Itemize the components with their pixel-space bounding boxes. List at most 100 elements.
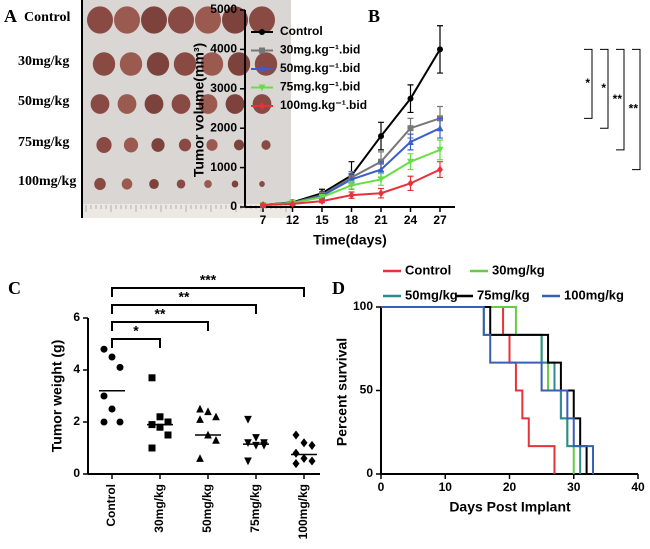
legend-label: 75mg/kg — [477, 287, 530, 302]
significance-bracket — [584, 48, 593, 119]
significance-bracket — [111, 304, 257, 314]
tumor — [173, 52, 197, 76]
tumor — [178, 138, 192, 152]
tumor — [119, 52, 143, 76]
legend-marker — [258, 84, 266, 92]
point — [437, 46, 443, 53]
point — [378, 189, 384, 198]
tumor — [92, 52, 116, 76]
significance-label: ** — [629, 102, 639, 116]
row-label: 100mg/kg — [18, 174, 76, 189]
significance-label: ** — [179, 289, 190, 305]
significance-label: * — [585, 76, 590, 90]
x-tick-label: 21 — [374, 213, 388, 227]
y-axis-label: Percent survival — [334, 338, 350, 446]
survival-curve — [381, 306, 556, 474]
point — [377, 176, 385, 184]
legend-marker — [258, 65, 266, 72]
x-tick-label: 0 — [378, 480, 385, 494]
point — [100, 345, 108, 353]
tumor — [231, 180, 239, 188]
y-tick-label: 0 — [366, 466, 373, 480]
significance-bracket — [600, 48, 609, 129]
point — [116, 363, 124, 371]
tumor — [96, 137, 112, 153]
ruler — [83, 204, 291, 218]
tumor — [225, 94, 245, 114]
significance-bracket — [111, 287, 305, 297]
tumor — [227, 52, 251, 76]
point — [196, 454, 204, 462]
x-tick-label: 30mg/kg — [152, 484, 166, 533]
tumor — [151, 138, 165, 152]
panel-label: B — [368, 6, 380, 26]
significance-label: ** — [613, 92, 623, 106]
significance-label: * — [133, 323, 139, 339]
y-tick-label: 5000 — [210, 2, 237, 16]
legend-label: 50mg/kg — [405, 287, 458, 302]
x-tick-label: 50mg/kg — [200, 484, 214, 533]
point — [252, 434, 260, 442]
point — [244, 415, 252, 424]
point — [212, 412, 220, 421]
point — [348, 191, 355, 200]
tumor — [206, 139, 218, 151]
row-label: Control — [24, 10, 71, 25]
point — [348, 175, 355, 183]
significance-label: * — [601, 81, 606, 95]
point — [108, 353, 116, 361]
significance-bracket — [616, 48, 625, 151]
x-axis-label: Time(days) — [313, 232, 387, 248]
y-tick-label: 3000 — [210, 81, 237, 95]
tumor — [87, 6, 113, 34]
point — [436, 146, 444, 154]
y-axis-label: Tumor volume(mm³) — [191, 43, 207, 177]
tumor — [249, 6, 275, 34]
tumor — [141, 6, 167, 34]
tumor — [254, 52, 278, 76]
x-tick-label: 15 — [315, 213, 329, 227]
panel-label: A — [4, 6, 17, 26]
significance-label: ** — [155, 306, 166, 322]
tumor — [149, 178, 159, 190]
row-label: 50mg/kg — [18, 94, 69, 109]
tumor — [195, 6, 221, 34]
y-tick-label: 1000 — [210, 160, 237, 174]
panel-label: C — [8, 278, 21, 298]
panel-label: D — [332, 278, 345, 298]
point — [437, 165, 443, 174]
y-tick-label: 4000 — [210, 42, 237, 56]
point — [407, 158, 414, 166]
tumor — [114, 6, 140, 34]
y-tick-label: 0 — [73, 466, 80, 480]
point — [196, 404, 204, 413]
legend-label: 30mg.kg⁻¹.bid — [280, 43, 360, 57]
x-tick-label: 75mg/kg — [248, 484, 262, 533]
tumor — [171, 94, 191, 114]
point — [212, 436, 220, 444]
point — [436, 124, 444, 132]
tumor — [176, 179, 186, 189]
point — [407, 125, 414, 132]
legend-label: Control — [405, 262, 451, 277]
significance-label: *** — [200, 272, 217, 288]
tumor — [144, 94, 164, 114]
legend-marker — [259, 29, 265, 35]
legend-label: 50mg.kg⁻¹.bid — [280, 61, 360, 75]
point — [100, 418, 108, 426]
x-axis-label: Days Post Implant — [449, 499, 571, 515]
tumor — [168, 6, 194, 34]
point — [164, 418, 172, 426]
point — [308, 440, 316, 450]
row-label: 30mg/kg — [18, 54, 69, 69]
tumor — [123, 137, 139, 153]
point — [378, 133, 384, 140]
point — [292, 459, 300, 469]
y-tick-label: 6 — [73, 310, 80, 324]
significance-bracket — [111, 338, 161, 348]
survival-curve — [381, 306, 595, 474]
point — [148, 444, 156, 452]
point — [348, 182, 355, 189]
point — [148, 374, 156, 382]
x-tick-label: 100mg/kg — [296, 484, 310, 539]
